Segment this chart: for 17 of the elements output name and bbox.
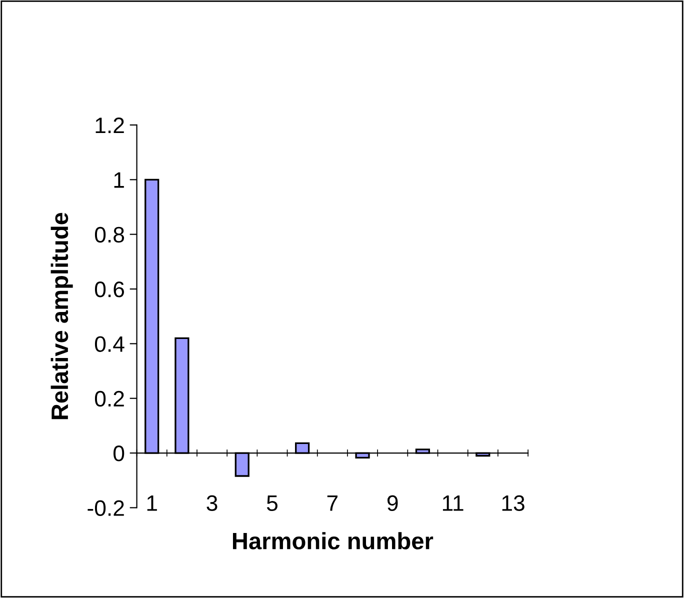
- x-tick-label: 9: [387, 495, 398, 512]
- x-tick-label: 1: [147, 496, 157, 511]
- x-tick-label: 7: [327, 496, 338, 511]
- y-tick-label: 0.6: [94, 282, 124, 298]
- y-tick-label: 1: [114, 172, 124, 188]
- y-tick-label: 0.4: [94, 336, 124, 352]
- x-tick-label: 3: [206, 495, 218, 512]
- x-tick-label: 5: [266, 496, 278, 512]
- x-tick-label: 11: [442, 496, 464, 511]
- y-axis-title: Relative amplitude: [50, 212, 73, 420]
- x-tick-label: 13: [502, 495, 524, 512]
- y-tick-label: 0.8: [94, 226, 124, 243]
- x-axis-title: Harmonic number: [232, 532, 434, 550]
- y-tick-label: 0.2: [94, 390, 124, 407]
- y-tick-label: 0: [114, 446, 124, 462]
- y-tick-label: -0.2: [88, 500, 124, 516]
- y-tick-label: 1.2: [96, 118, 124, 134]
